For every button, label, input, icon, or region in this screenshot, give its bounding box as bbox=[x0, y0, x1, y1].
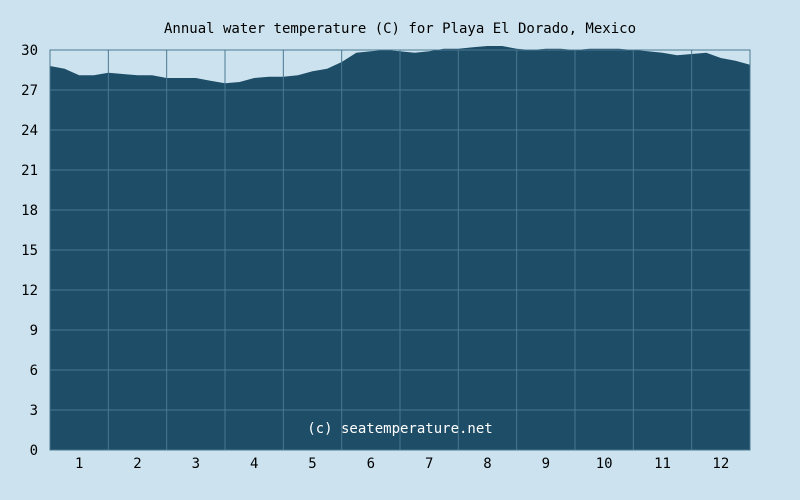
y-tick-label: 6 bbox=[30, 363, 38, 379]
x-axis: 1 2 3 4 5 6 7 8 9 10 11 12 bbox=[75, 456, 729, 472]
x-tick-label: 4 bbox=[250, 456, 258, 472]
x-tick-label: 11 bbox=[654, 456, 671, 472]
x-tick-label: 3 bbox=[192, 456, 200, 472]
x-tick-label: 1 bbox=[75, 456, 83, 472]
y-tick-label: 9 bbox=[30, 323, 38, 339]
x-tick-label: 9 bbox=[542, 456, 550, 472]
y-tick-label: 12 bbox=[21, 283, 38, 299]
x-tick-label: 5 bbox=[308, 456, 316, 472]
chart-title: Annual water temperature (C) for Playa E… bbox=[164, 21, 636, 37]
x-tick-label: 6 bbox=[367, 456, 375, 472]
y-tick-label: 18 bbox=[21, 203, 38, 219]
x-tick-label: 10 bbox=[596, 456, 613, 472]
y-tick-label: 30 bbox=[21, 43, 38, 59]
y-tick-label: 0 bbox=[30, 443, 38, 459]
y-tick-label: 15 bbox=[21, 243, 38, 259]
y-tick-label: 27 bbox=[21, 83, 38, 99]
y-tick-label: 21 bbox=[21, 163, 38, 179]
watermark-text: (c) seatemperature.net bbox=[307, 421, 492, 437]
plot-area bbox=[49, 46, 751, 451]
plot-border bbox=[49, 49, 751, 451]
y-tick-label: 24 bbox=[21, 123, 38, 139]
x-tick-label: 8 bbox=[483, 456, 491, 472]
y-axis: 0 3 6 9 12 15 18 21 24 27 30 bbox=[21, 43, 38, 459]
y-tick-label: 3 bbox=[30, 403, 38, 419]
x-tick-label: 12 bbox=[712, 456, 729, 472]
x-tick-label: 2 bbox=[133, 456, 141, 472]
x-tick-label: 7 bbox=[425, 456, 433, 472]
